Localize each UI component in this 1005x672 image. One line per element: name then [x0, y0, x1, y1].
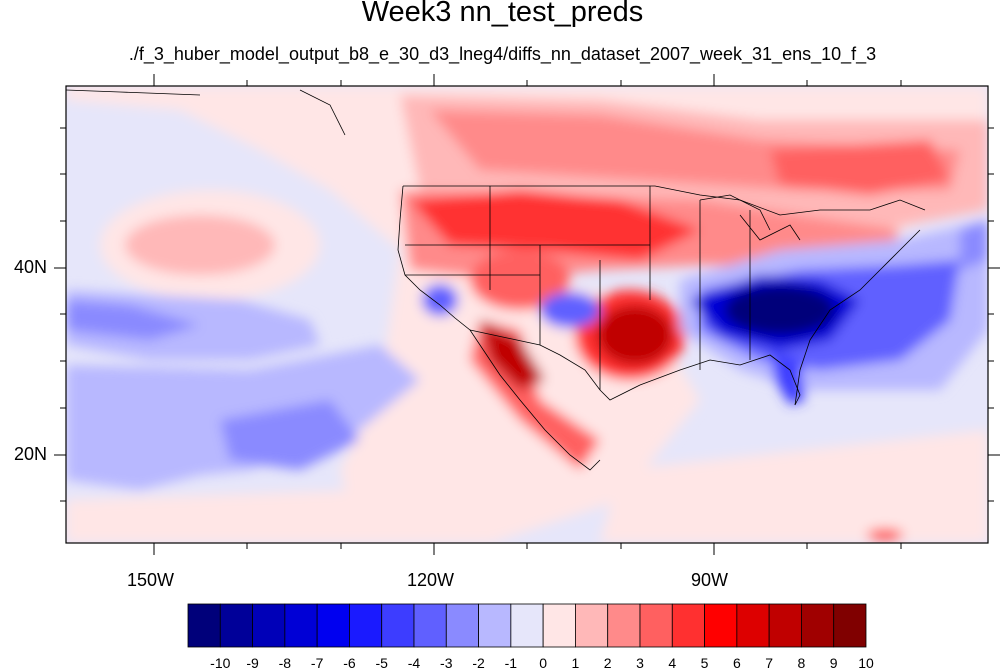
- colorbar-tick-label: -8: [278, 655, 292, 671]
- map-borders: [66, 89, 926, 471]
- colorbar-tick-label: 5: [700, 655, 709, 671]
- colorbar-swatch: [219, 603, 253, 648]
- colorbar-swatch: [768, 603, 802, 648]
- colorbar-tick-label: 2: [603, 655, 612, 671]
- map-subtitle: ./f_3_huber_model_output_b8_e_30_d3_lneg…: [128, 44, 877, 64]
- colorbar-tick-label: -7: [310, 655, 324, 671]
- lon-label-150w: 150W: [127, 570, 175, 590]
- lon-label-120w: 120W: [407, 570, 455, 590]
- colorbar-swatch: [316, 603, 350, 648]
- anomaly-field: [66, 86, 988, 543]
- map-title: Week3 nn_test_preds: [361, 0, 644, 28]
- colorbar-tick-label: 10: [858, 655, 874, 671]
- colorbar-tick-label: 8: [797, 655, 806, 671]
- colorbar-swatch: [607, 603, 641, 648]
- colorbar-tick-label: 6: [732, 655, 741, 671]
- colorbar-swatch: [671, 603, 705, 648]
- axis-ticks: [54, 74, 1000, 555]
- colorbar-swatch: [187, 603, 221, 648]
- colorbar-swatch: [704, 603, 738, 648]
- colorbar-tick-label: -2: [472, 655, 485, 671]
- colorbar-tick-label: 4: [668, 655, 677, 671]
- colorbar-tick-label: -1: [504, 655, 518, 671]
- colorbar-tick-label: -3: [440, 655, 453, 671]
- colorbar-tick-label: 1: [571, 655, 580, 671]
- colorbar-tick-label: -5: [375, 655, 388, 671]
- colorbar-swatch: [413, 603, 447, 648]
- colorbar-swatch: [252, 603, 286, 648]
- lat-label-40n: 40N: [14, 257, 48, 277]
- colorbar-swatch: [801, 603, 835, 648]
- colorbar-swatch: [284, 603, 318, 648]
- colorbar-swatch: [381, 603, 415, 648]
- colorbar-tick-label: 7: [765, 655, 774, 671]
- colorbar-tick-label: -4: [407, 655, 421, 671]
- colorbar-tick-label: 9: [829, 655, 838, 671]
- colorbar-swatch: [639, 603, 673, 648]
- lon-label-90w: 90W: [691, 570, 729, 590]
- colorbar-swatch: [510, 603, 544, 648]
- colorbar-tick-label: 3: [636, 655, 644, 671]
- colorbar-tick-label: -9: [246, 655, 259, 671]
- colorbar-swatch: [445, 603, 479, 648]
- colorbar-tick-label: -10: [210, 655, 231, 671]
- colorbar-tick-label: 0: [539, 655, 548, 671]
- colorbar-swatch: [736, 603, 770, 648]
- lat-label-20n: 20N: [14, 444, 48, 464]
- colorbar-swatch: [833, 603, 867, 648]
- colorbar-tick-label: -6: [343, 655, 356, 671]
- colorbar-swatch: [349, 603, 383, 648]
- colorbar-swatch: [542, 603, 576, 648]
- colorbar-swatch: [478, 603, 512, 648]
- colorbar-swatch: [575, 603, 609, 648]
- colorbar: [187, 603, 867, 648]
